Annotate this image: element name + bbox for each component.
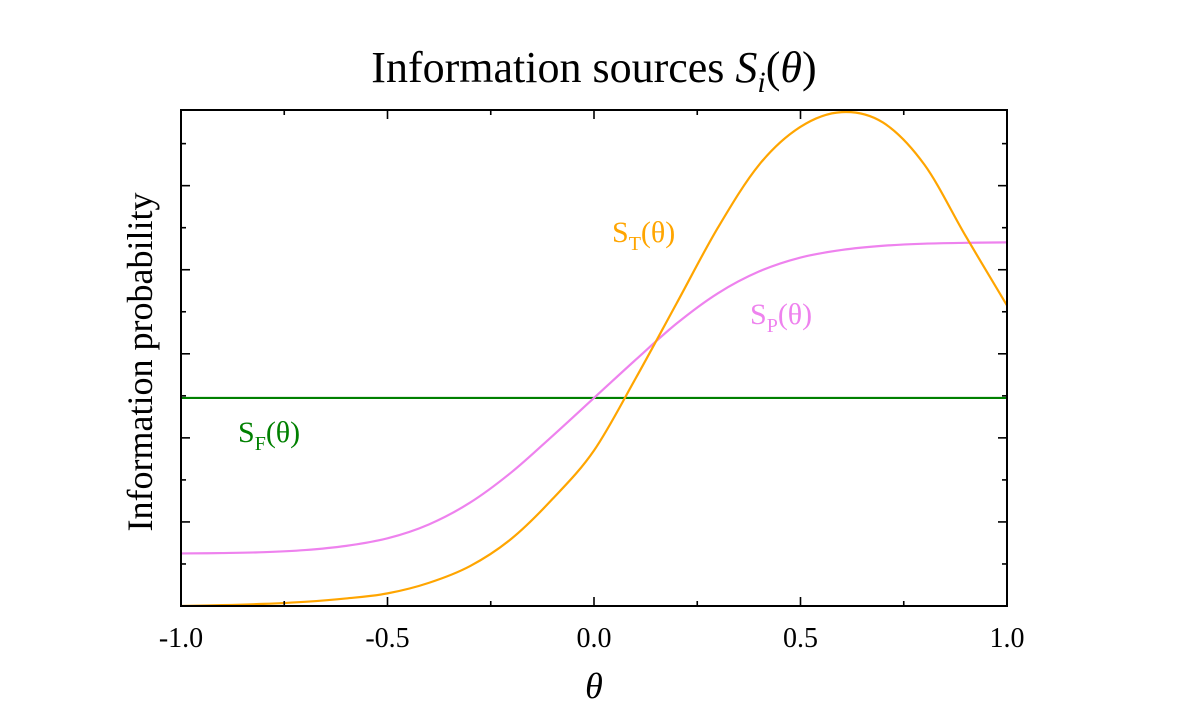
chart-title-paren-open: (	[766, 43, 781, 92]
series-label-st-sub: T	[629, 233, 641, 255]
series-label-sp-sub: P	[767, 315, 778, 337]
chart-title-subscript: i	[757, 66, 765, 99]
plot-frame	[180, 109, 1008, 607]
series-label-st: ST(θ)	[612, 216, 675, 255]
series-label-sp-arg: (θ)	[778, 298, 812, 331]
series-label-sf-arg: (θ)	[266, 416, 300, 449]
series-label-sf-main: S	[238, 416, 255, 449]
x-tick-label: -0.5	[365, 623, 409, 654]
series-label-sf: SF(θ)	[238, 416, 300, 455]
chart-title-arg: θ	[780, 43, 802, 92]
x-tick-label: -1.0	[159, 623, 203, 654]
chart-title-main: Information sources	[371, 43, 735, 92]
chart-title: Information sources Si(θ)	[371, 43, 816, 99]
x-tick-label: 0.0	[577, 623, 612, 654]
series-label-sf-sub: F	[255, 433, 266, 455]
x-tick-label: 1.0	[990, 623, 1025, 654]
chart-title-paren-close: )	[802, 43, 817, 92]
x-axis-label: θ	[585, 666, 603, 706]
chart-title-symbol: S	[735, 43, 757, 92]
series-label-sp: SP(θ)	[750, 298, 812, 337]
x-tick-label: 0.5	[783, 623, 818, 654]
series-label-sp-main: S	[750, 298, 767, 331]
series-group	[181, 110, 1007, 606]
series-line-t	[181, 110, 1007, 606]
x-tick-labels: -1.0 -0.5 0.0 0.5 1.0	[159, 623, 1025, 654]
ticks-group	[180, 110, 1008, 606]
series-label-st-main: S	[612, 216, 629, 249]
series-line-p	[181, 241, 1007, 555]
y-axis-label: Information probability	[120, 193, 160, 532]
series-label-st-arg: (θ)	[641, 216, 675, 249]
